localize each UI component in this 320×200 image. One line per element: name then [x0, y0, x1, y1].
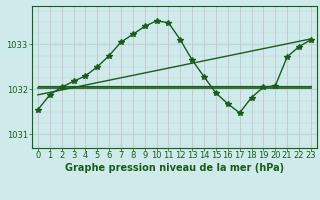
- X-axis label: Graphe pression niveau de la mer (hPa): Graphe pression niveau de la mer (hPa): [65, 163, 284, 173]
